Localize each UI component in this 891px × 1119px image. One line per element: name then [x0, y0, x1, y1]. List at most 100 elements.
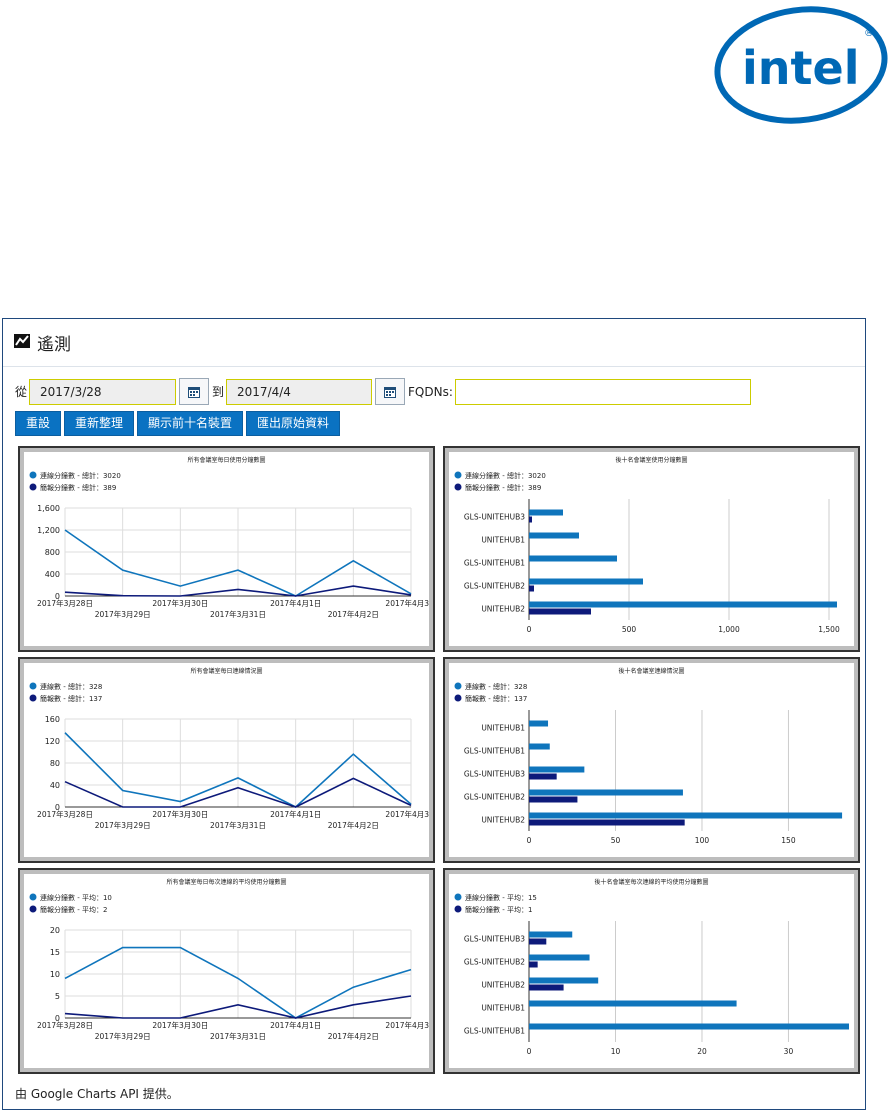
category-label: UNITEHUB2 — [481, 605, 525, 614]
fqdn-input[interactable] — [454, 378, 751, 405]
to-label: 到 — [212, 385, 225, 399]
bar — [529, 819, 685, 826]
export-raw-data-button[interactable]: 匯出原始資料 — [246, 411, 341, 436]
intel-logo: intel ® — [706, 2, 888, 124]
series-line — [64, 529, 412, 597]
bar — [529, 578, 643, 585]
bar — [529, 812, 843, 819]
y-tick-label: 400 — [45, 570, 60, 579]
legend-marker — [454, 471, 462, 479]
x-tick-label: 2017年3月28日 — [37, 809, 93, 819]
calendar-icon — [384, 386, 397, 398]
x-tick-label: 1,000 — [718, 625, 740, 634]
category-label: GLS-UNITEHUB3 — [464, 770, 525, 779]
category-label: UNITEHUB1 — [481, 724, 525, 733]
show-top10-button[interactable]: 顯示前十名裝置 — [137, 411, 244, 436]
to-date-input[interactable]: 2017/4/4 — [226, 378, 373, 405]
series-line — [64, 585, 412, 597]
y-tick-label: 5 — [55, 992, 60, 1001]
x-tick-label: 20 — [697, 1047, 707, 1056]
to-calendar-button[interactable] — [375, 378, 406, 405]
fqdn-label: FQDNs: — [408, 384, 453, 399]
category-label: GLS-UNITEHUB2 — [464, 582, 525, 591]
bar — [529, 954, 590, 961]
category-label: UNITEHUB2 — [481, 816, 525, 825]
x-tick-label: 0 — [527, 836, 532, 845]
x-tick-label: 2017年3月29日 — [95, 820, 151, 830]
x-tick-label: 2017年4月3日 — [385, 598, 429, 608]
legend-label: 連線分鐘數 - 總計：3020 — [40, 471, 121, 480]
x-tick-label: 30 — [784, 1047, 794, 1056]
chart-daily-avg-minutes: 所有會議室每日每次連線的平均使用分鐘數圖 連線分鐘數 - 平均：10 簡報分鐘數 -… — [18, 868, 435, 1074]
reset-button[interactable]: 重設 — [15, 411, 62, 436]
legend-label: 簡報分鐘數 - 總計：389 — [465, 483, 541, 492]
legend-marker — [29, 483, 37, 491]
chart-bottom10-avg-minutes: 後十名會議室每次連線的平均使用分鐘數圖 連線分鐘數 - 平均：15 簡報分鐘數 - … — [443, 868, 860, 1074]
bar — [529, 931, 573, 938]
legend-marker — [454, 905, 462, 913]
bar — [529, 743, 550, 750]
bar — [529, 516, 532, 523]
y-tick-label: 160 — [45, 715, 60, 724]
legend-marker — [29, 694, 37, 702]
bar — [529, 608, 591, 615]
y-tick-label: 20 — [50, 926, 60, 935]
category-label: UNITEHUB1 — [481, 536, 525, 545]
from-date-input[interactable]: 2017/3/28 — [29, 378, 177, 405]
chart-title: 後十名會議室使用分鐘數圖 — [615, 456, 687, 464]
bar — [529, 509, 563, 516]
series-line — [64, 995, 412, 1019]
chart-title: 後十名會議室連線情況圖 — [618, 667, 684, 675]
category-label: GLS-UNITEHUB1 — [464, 1027, 525, 1036]
legend-label: 連線分鐘數 - 總計：3020 — [465, 471, 546, 480]
x-tick-label: 2017年3月30日 — [152, 598, 208, 608]
chart-title: 所有會議室每日每次連線的平均使用分鐘數圖 — [166, 878, 286, 886]
x-tick-label: 10 — [611, 1047, 621, 1056]
x-tick-label: 50 — [611, 836, 621, 845]
x-tick-label: 2017年4月2日 — [328, 820, 379, 830]
legend-label: 連線分鐘數 - 平均：15 — [465, 893, 537, 902]
y-tick-label: 1,200 — [37, 526, 60, 535]
legend-label: 連線數 - 總計：328 — [40, 682, 102, 691]
bar — [529, 977, 599, 984]
bar — [529, 938, 547, 945]
x-tick-label: 2017年3月29日 — [95, 609, 151, 619]
y-tick-label: 80 — [50, 759, 60, 768]
bar — [529, 773, 557, 780]
legend-label: 簡報數 - 總計：137 — [40, 694, 102, 703]
refresh-button[interactable]: 重新整理 — [64, 411, 135, 436]
legend-marker — [29, 682, 37, 690]
x-tick-label: 2017年3月30日 — [152, 809, 208, 819]
bar — [529, 789, 683, 796]
from-calendar-button[interactable] — [179, 378, 210, 405]
y-tick-label: 0 — [55, 1014, 60, 1023]
y-tick-label: 15 — [50, 948, 60, 957]
bar — [529, 961, 538, 968]
legend-marker — [29, 905, 37, 913]
bar — [529, 601, 837, 608]
x-tick-label: 2017年3月31日 — [210, 820, 266, 830]
legend-marker — [454, 694, 462, 702]
x-tick-label: 2017年4月3日 — [385, 809, 429, 819]
x-tick-label: 2017年4月1日 — [270, 809, 321, 819]
x-tick-label: 2017年4月1日 — [270, 1020, 321, 1030]
chart-bottom10-connections: 後十名會議室連線情況圖 連線數 - 總計：328 簡報數 - 總計：137 0 50 10… — [443, 657, 860, 863]
filter-bar: 從 2017/3/28 到 2017/4/4 FQDNs: — [15, 378, 751, 405]
bar — [529, 796, 578, 803]
category-label: GLS-UNITEHUB2 — [464, 958, 525, 967]
bar — [529, 766, 585, 773]
chart-daily-usage-minutes: 所有會議室每日使用分鐘數圖 連線分鐘數 - 總計：3020 簡報分鐘數 - 總計：3… — [18, 446, 435, 652]
y-tick-label: 40 — [50, 781, 60, 790]
legend-label: 簡報數 - 總計：137 — [465, 694, 527, 703]
legend-marker — [454, 483, 462, 491]
bar — [529, 532, 579, 539]
x-tick-label: 2017年4月2日 — [328, 609, 379, 619]
x-tick-label: 1,500 — [818, 625, 840, 634]
series-line — [64, 946, 412, 1019]
x-tick-label: 100 — [695, 836, 710, 845]
x-tick-label: 2017年4月2日 — [328, 1031, 379, 1041]
category-label: GLS-UNITEHUB1 — [464, 747, 525, 756]
